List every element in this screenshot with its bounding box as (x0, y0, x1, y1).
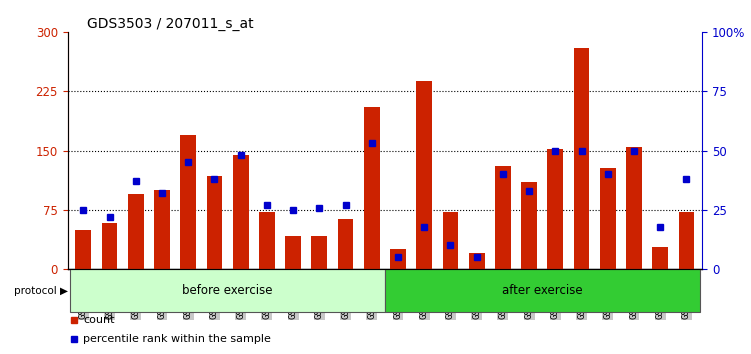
Bar (442, 212, 458, 269)
Bar (521, 182, 537, 269)
Bar (679, 212, 695, 269)
Bar (154, 190, 170, 269)
Text: percentile rank within the sample: percentile rank within the sample (83, 334, 271, 344)
Bar (385, 269, 700, 312)
Bar (469, 253, 484, 269)
Bar (653, 247, 668, 269)
Bar (338, 219, 354, 269)
Bar (390, 250, 406, 269)
Bar (101, 223, 117, 269)
Bar (285, 236, 301, 269)
Bar (574, 48, 590, 269)
Bar (128, 194, 143, 269)
Text: before exercise: before exercise (182, 284, 273, 297)
Bar (312, 236, 327, 269)
Text: count: count (83, 315, 115, 325)
Bar (626, 147, 642, 269)
Bar (233, 154, 249, 269)
Text: protocol ▶: protocol ▶ (14, 286, 68, 296)
Bar (180, 135, 196, 269)
Bar (495, 166, 511, 269)
Text: GDS3503 / 207011_s_at: GDS3503 / 207011_s_at (86, 17, 253, 31)
Bar (547, 149, 563, 269)
Bar (259, 212, 275, 269)
Bar (75, 230, 91, 269)
Bar (600, 168, 616, 269)
Bar (364, 107, 380, 269)
Bar (70, 269, 385, 312)
Bar (207, 176, 222, 269)
Text: after exercise: after exercise (502, 284, 583, 297)
Bar (416, 81, 432, 269)
